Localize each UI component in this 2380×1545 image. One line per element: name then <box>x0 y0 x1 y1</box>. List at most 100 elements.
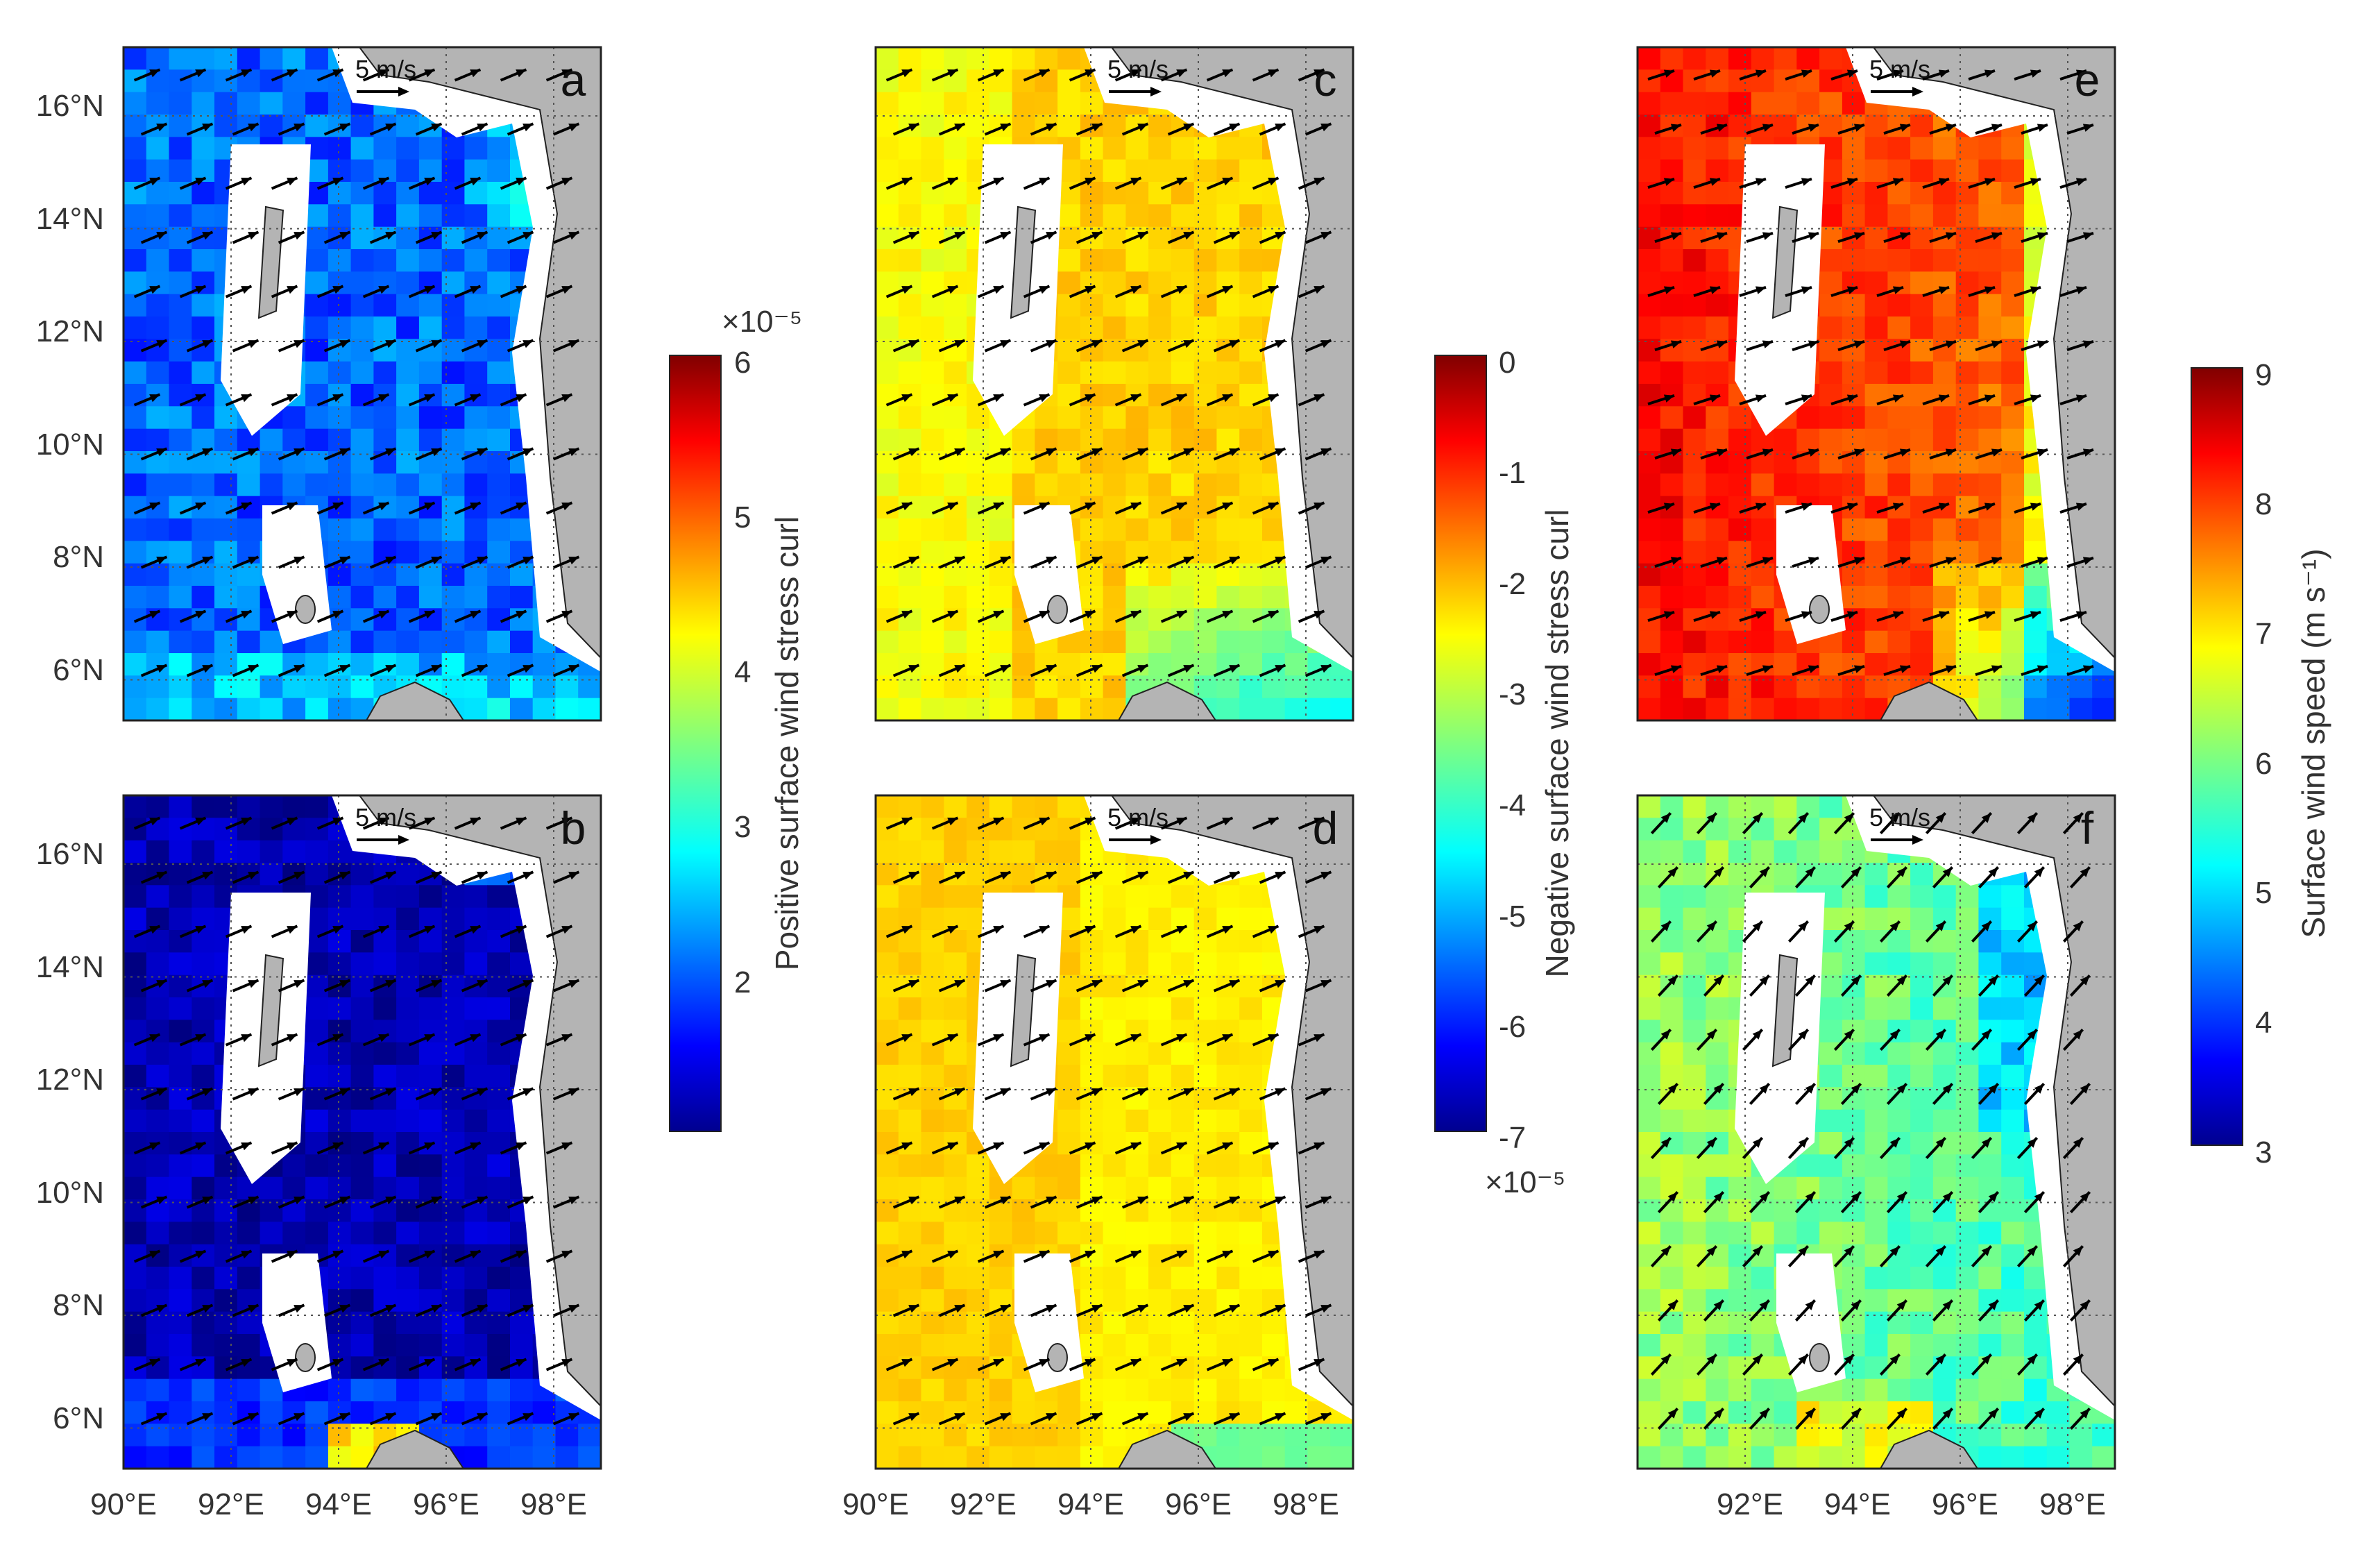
field-cell <box>169 1378 192 1402</box>
field-cell <box>578 698 602 721</box>
field-cell <box>1239 473 1263 497</box>
wind-arrowhead <box>332 394 343 403</box>
wind-arrowhead <box>156 1305 167 1313</box>
wind-arrowhead <box>195 611 206 619</box>
field-cell <box>487 653 511 676</box>
field-cell <box>350 952 374 976</box>
field-cell <box>1660 885 1684 909</box>
field-cell <box>1057 428 1081 452</box>
field-cell <box>464 1042 488 1065</box>
field-cell <box>1932 428 1957 452</box>
field-cell <box>1887 182 1911 205</box>
wind-arrowhead <box>332 1251 343 1259</box>
field-cell <box>169 974 192 998</box>
field-cell <box>1239 1020 1263 1043</box>
field-cell <box>510 1334 534 1357</box>
wind-arrowhead <box>287 1142 298 1151</box>
field-cell <box>1125 182 1149 205</box>
field-cell <box>1284 675 1309 699</box>
field-cell <box>1171 1176 1195 1200</box>
field-cell <box>1932 608 1957 632</box>
field-cell <box>1751 608 1775 632</box>
field-cell <box>1035 451 1058 474</box>
wind-arrowhead <box>561 69 572 78</box>
field-cell <box>1193 451 1218 474</box>
field-cell <box>124 698 147 721</box>
wind-arrowhead <box>156 1197 167 1205</box>
field-cell <box>1193 204 1218 228</box>
field-cell <box>1193 586 1218 609</box>
field-cell <box>305 1401 329 1424</box>
field-cell <box>214 47 238 70</box>
field-cell <box>1864 226 1888 250</box>
field-cell <box>1103 1222 1126 1245</box>
wind-arrowhead <box>431 665 442 673</box>
field-cell <box>1910 1087 1934 1111</box>
field-cell <box>418 361 443 385</box>
field-cell <box>350 907 374 931</box>
field-cell <box>1683 249 1706 272</box>
field-cell <box>1012 92 1035 115</box>
field-cell <box>1103 137 1126 160</box>
field-cell <box>464 518 488 541</box>
field-cell <box>1819 1176 1843 1200</box>
field-cell <box>1193 974 1218 998</box>
field-cell <box>1080 473 1104 497</box>
field-cell <box>1239 428 1263 452</box>
field-cell <box>1910 1176 1934 1200</box>
field-cell <box>1193 1020 1218 1043</box>
field-cell <box>305 1176 329 1200</box>
field-cell <box>169 675 192 699</box>
field-cell <box>1638 1109 1661 1133</box>
field-cell <box>1864 473 1888 497</box>
field-cell <box>1193 1424 1218 1447</box>
field-cell <box>876 249 899 272</box>
field-cell <box>396 294 420 317</box>
scale-label: 5 m/s <box>355 55 416 83</box>
field-cell <box>2001 204 2025 228</box>
field-cell <box>1148 1378 1172 1402</box>
wind-arrowhead <box>477 448 488 457</box>
field-cell <box>1057 473 1081 497</box>
field-cell <box>350 1154 374 1178</box>
field-cell <box>1978 1267 2002 1290</box>
field-cell <box>1103 1065 1126 1088</box>
field-cell <box>1103 997 1126 1020</box>
field-cell <box>1103 1267 1126 1290</box>
field-cell <box>237 518 261 541</box>
field-cell <box>124 608 147 632</box>
field-cell <box>1751 92 1775 115</box>
wind-arrowhead <box>385 448 396 457</box>
field-cell <box>1239 339 1263 362</box>
scale-label: 5 m/s <box>1107 803 1168 831</box>
field-cell <box>1638 840 1661 863</box>
field-cell <box>328 473 352 497</box>
field-cell <box>350 159 374 183</box>
wind-arrowhead <box>378 178 389 186</box>
field-cell <box>1148 1334 1172 1357</box>
field-cell <box>260 473 283 497</box>
wind-arrowhead <box>294 340 305 348</box>
field-cell <box>260 698 283 721</box>
field-cell <box>328 249 352 272</box>
field-cell <box>1193 496 1218 519</box>
grid-lines <box>124 47 601 720</box>
field-cell <box>532 675 556 699</box>
field-cell <box>921 473 944 497</box>
field-cell <box>1728 1154 1752 1178</box>
field-cell <box>373 518 397 541</box>
field-cell <box>1262 675 1286 699</box>
field-cell <box>944 1109 967 1133</box>
field-cell <box>1239 204 1263 228</box>
field-cell <box>1978 518 2002 541</box>
field-cell <box>192 1334 215 1357</box>
field-cell <box>1193 1109 1218 1133</box>
field-cell <box>944 406 967 430</box>
field-cell <box>1103 249 1126 272</box>
field-cell <box>1932 406 1957 430</box>
wind-arrowhead <box>248 340 259 348</box>
field-cell <box>441 563 466 586</box>
field-cell <box>921 1356 944 1380</box>
wind-arrowhead <box>339 557 350 565</box>
field-cell <box>1796 1199 1820 1222</box>
